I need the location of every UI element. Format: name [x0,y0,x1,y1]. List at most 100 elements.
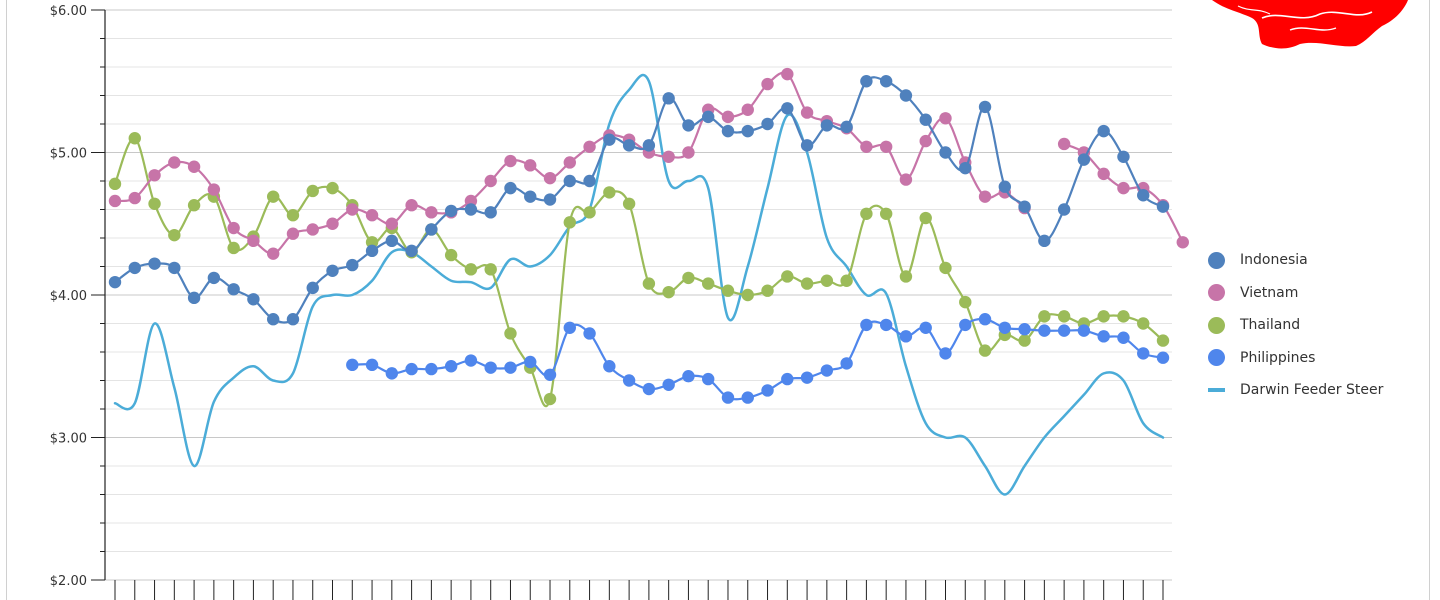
data-point-indonesia [306,281,319,295]
legend-marker-thailand [1208,316,1225,334]
data-point-philippines [899,330,913,343]
data-point-indonesia [108,275,122,289]
data-point-vietnam [800,106,814,119]
data-point-vietnam [781,67,794,81]
data-point-indonesia [1137,189,1150,202]
data-point-thailand [563,216,576,229]
data-point-indonesia [682,119,695,132]
legend: Indonesia Vietnam Thailand Philippines D… [1208,244,1383,407]
data-point-thailand [800,277,814,290]
data-point-philippines [800,371,814,384]
data-point-thailand [781,270,794,283]
series-layer [108,67,1189,496]
data-point-thailand [1097,310,1110,323]
data-point-indonesia [148,257,161,270]
data-point-philippines [642,382,656,396]
data-point-philippines [761,384,774,397]
data-point-thailand [1117,310,1130,323]
data-point-indonesia [761,117,774,131]
data-point-vietnam [365,209,379,222]
data-point-indonesia [1018,200,1031,213]
data-point-thailand [1038,310,1051,323]
data-point-thailand [642,277,656,290]
data-point-philippines [1057,324,1071,337]
data-point-thailand [879,207,893,220]
legend-item-thailand[interactable]: Thailand [1208,309,1383,342]
data-point-philippines [583,327,596,340]
data-point-indonesia [563,174,576,188]
data-point-indonesia [583,174,596,188]
data-point-philippines [741,391,754,404]
series-darwin-feeder-steer [113,73,1165,496]
data-point-philippines [1156,351,1170,364]
data-point-indonesia [959,161,972,175]
legend-item-darwin-feeder-steer[interactable]: Darwin Feeder Steer [1208,374,1383,407]
data-point-philippines [702,372,715,386]
data-point-philippines [484,361,497,374]
data-point-indonesia [247,293,260,306]
legend-item-vietnam[interactable]: Vietnam [1208,277,1383,310]
data-point-vietnam [247,234,260,248]
data-point-vietnam [425,206,438,219]
data-point-vietnam [1176,236,1189,249]
data-point-vietnam [385,217,399,230]
legend-marker-darwin-feeder-steer [1208,388,1225,393]
data-point-philippines [504,361,517,374]
data-point-philippines [879,318,893,332]
data-point-vietnam [978,190,992,203]
data-point-indonesia [464,203,478,216]
data-point-indonesia [504,181,517,195]
data-point-thailand [741,288,754,302]
data-point-philippines [524,355,537,369]
data-point-indonesia [286,313,300,326]
data-point-vietnam [168,156,181,169]
data-point-indonesia [524,190,537,203]
data-point-vietnam [464,194,478,208]
data-point-thailand [108,177,122,191]
data-point-indonesia [128,261,141,275]
data-point-indonesia [939,146,952,159]
data-point-philippines [425,362,438,376]
data-point-vietnam [504,154,517,168]
data-point-thailand [504,327,517,340]
data-point-philippines [603,360,616,373]
data-point-indonesia [919,113,932,126]
data-point-philippines [939,347,952,360]
data-point-philippines [721,391,735,404]
data-point-philippines [978,313,992,326]
legend-marker-philippines [1208,349,1225,367]
data-point-philippines [919,321,932,334]
legend-marker-indonesia [1208,251,1225,269]
data-point-vietnam [682,146,695,159]
data-point-thailand [899,270,913,283]
chart-frame [6,0,1430,600]
data-point-vietnam [879,140,893,153]
data-point-philippines [563,321,576,334]
data-point-vietnam [187,160,201,173]
data-point-vietnam [939,112,952,125]
legend-item-philippines[interactable]: Philippines [1208,342,1383,375]
data-point-thailand [227,241,240,255]
data-point-thailand [1156,334,1170,347]
data-point-vietnam [741,103,754,116]
data-point-vietnam [721,110,735,124]
data-point-philippines [820,364,834,377]
data-point-thailand [702,277,715,290]
data-point-philippines [781,372,794,386]
series-indonesia [108,75,1170,326]
data-point-vietnam [306,223,319,236]
data-point-thailand [662,285,675,299]
data-point-philippines [1077,324,1091,337]
data-point-vietnam [346,203,359,216]
data-point-indonesia [1156,200,1170,213]
data-point-thailand [919,211,932,225]
data-point-indonesia [978,100,992,114]
data-point-indonesia [781,102,794,115]
data-point-indonesia [642,139,656,152]
data-point-philippines [682,370,695,383]
legend-item-indonesia[interactable]: Indonesia [1208,244,1383,277]
data-point-thailand [1137,317,1150,330]
data-point-philippines [346,358,359,372]
data-point-indonesia [1077,153,1091,166]
data-point-philippines [959,318,972,332]
